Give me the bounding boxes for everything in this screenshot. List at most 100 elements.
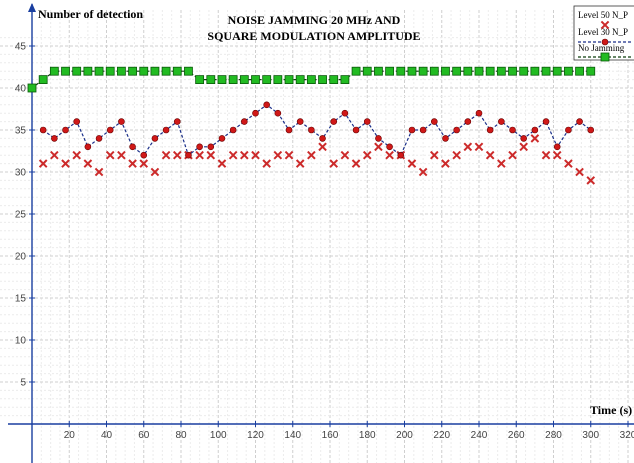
point-level30 — [207, 143, 215, 151]
point-nojamming — [139, 66, 149, 76]
x-stroke-b — [262, 159, 271, 168]
x-stroke-b — [228, 150, 238, 160]
x-stroke-b — [318, 142, 327, 152]
x-stroke-b — [50, 150, 59, 160]
point-level50 — [139, 159, 149, 168]
point-level30 — [319, 135, 326, 142]
point-nojamming — [206, 75, 216, 84]
point-level30 — [330, 118, 338, 125]
point-level50 — [441, 159, 450, 168]
point-level50 — [307, 150, 316, 160]
x-stroke-b — [38, 159, 48, 168]
point-level50 — [508, 150, 517, 160]
point-nojamming — [184, 66, 193, 76]
point-level50 — [83, 159, 93, 168]
y-tick-label: 40 — [15, 84, 27, 95]
point-nojamming — [396, 66, 406, 76]
point-level30 — [162, 126, 170, 134]
x-stroke-b — [552, 150, 562, 160]
x-stroke-b — [94, 167, 104, 177]
x-stroke-b — [295, 159, 305, 168]
point-level30 — [274, 109, 282, 117]
point-nojamming — [362, 66, 372, 76]
x-stroke-b — [284, 150, 294, 160]
point-level30 — [285, 126, 293, 134]
x-tick-label: 80 — [175, 430, 187, 441]
legend-marks — [578, 20, 632, 62]
point-nojamming — [407, 66, 417, 76]
y-axis-arrow — [28, 3, 36, 12]
chart-title-line-1: NOISE JAMMING 20 MHz AND — [228, 13, 401, 27]
x-stroke-b — [172, 150, 182, 160]
point-level30 — [542, 118, 550, 125]
point-level30 — [464, 118, 472, 125]
point-nojamming — [318, 75, 327, 84]
legend-label-level50: Level 50 N_P — [578, 10, 628, 20]
axes — [8, 3, 634, 463]
point-level50 — [161, 150, 171, 160]
x-stroke-b — [575, 167, 584, 177]
point-nojamming — [61, 66, 70, 76]
x-stroke-b — [474, 142, 484, 152]
point-nojamming — [374, 66, 383, 76]
x-stroke-b — [307, 150, 316, 160]
point-nojamming — [564, 66, 573, 76]
point-level50 — [172, 150, 182, 160]
point-level30 — [363, 118, 371, 125]
point-level30 — [341, 109, 349, 117]
point-level30 — [408, 126, 416, 134]
point-nojamming — [541, 66, 551, 76]
x-stroke-b — [240, 150, 249, 160]
point-nojamming — [452, 66, 462, 76]
point-nojamming — [463, 66, 473, 76]
x-stroke-b — [564, 159, 573, 168]
point-nojamming — [429, 66, 439, 76]
point-level50 — [105, 150, 115, 160]
point-level30 — [352, 126, 360, 134]
x-tick-label: 200 — [396, 430, 413, 441]
point-level50 — [206, 150, 216, 160]
x-tick-label: 160 — [322, 430, 339, 441]
point-nojamming — [150, 66, 160, 76]
point-level30 — [129, 143, 136, 151]
y-tick-label: 10 — [15, 336, 27, 347]
point-nojamming — [496, 66, 506, 76]
grid — [0, 10, 634, 463]
x-stroke-b — [72, 150, 82, 160]
x-stroke-b — [463, 142, 473, 152]
point-level50 — [474, 142, 484, 152]
x-tick-label: 320 — [620, 430, 634, 441]
point-level50 — [117, 150, 126, 160]
point-level50 — [541, 150, 551, 160]
point-level30 — [196, 143, 203, 151]
point-level50 — [340, 150, 350, 160]
point-nojamming — [239, 75, 249, 84]
point-level30 — [151, 135, 159, 142]
point-nojamming — [161, 66, 171, 76]
point-level30 — [84, 143, 92, 151]
y-tick-label: 25 — [15, 210, 27, 221]
point-nojamming — [474, 66, 484, 76]
x-stroke-b — [407, 159, 417, 168]
x-stroke-b — [329, 159, 339, 168]
x-stroke-b — [150, 167, 160, 177]
x-stroke-b — [340, 150, 350, 160]
x-stroke-b — [441, 159, 450, 168]
point-nojamming — [117, 66, 126, 76]
x-tick-label: 140 — [284, 430, 301, 441]
x-stroke-b — [61, 159, 70, 168]
point-nojamming — [306, 75, 316, 84]
point-level50 — [150, 167, 160, 177]
point-level30 — [39, 126, 47, 134]
point-nojamming — [295, 75, 305, 84]
x-stroke-b — [83, 159, 93, 168]
point-level30 — [375, 135, 382, 142]
point-nojamming — [273, 75, 283, 84]
point-level50 — [94, 167, 104, 177]
point-level50 — [195, 150, 204, 160]
point-level30 — [218, 135, 226, 142]
point-level30 — [95, 135, 103, 142]
point-level30 — [118, 118, 125, 125]
